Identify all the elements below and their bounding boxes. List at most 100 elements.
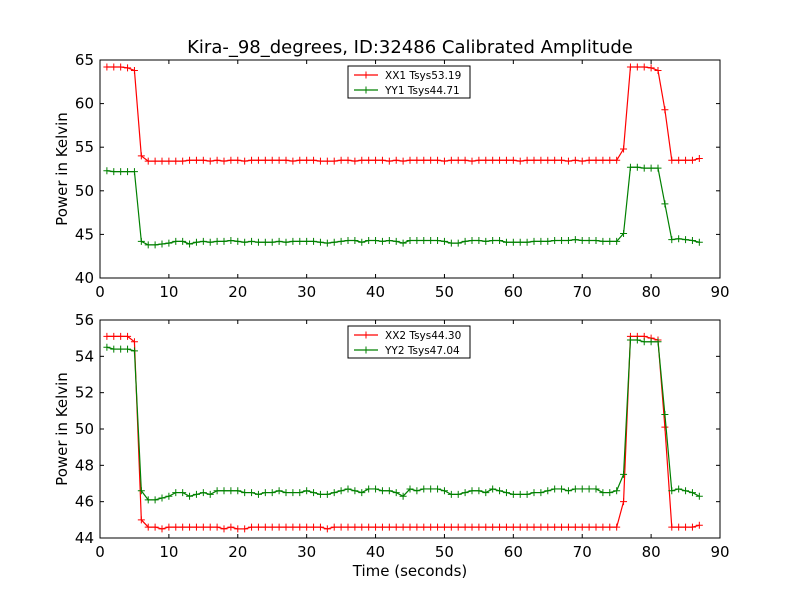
data-point (372, 156, 380, 164)
legend-item: YY1 Tsys44.71 (354, 85, 460, 97)
legend-marker (362, 86, 370, 94)
data-point (606, 523, 614, 531)
data-point (420, 237, 428, 245)
data-point (248, 523, 256, 531)
data-point (682, 523, 690, 531)
data-point (661, 423, 669, 431)
x-tick-label: 90 (710, 543, 729, 561)
data-point (675, 156, 683, 164)
legend-item: XX2 Tsys44.30 (354, 330, 461, 342)
data-point (475, 487, 483, 495)
data-point (661, 106, 669, 114)
data-point (578, 523, 586, 531)
data-point (158, 494, 166, 502)
data-point (282, 238, 290, 246)
data-point (592, 237, 600, 245)
data-point (516, 157, 524, 165)
data-point (537, 489, 545, 497)
data-point (592, 523, 600, 531)
data-point (454, 490, 462, 498)
data-point (440, 487, 448, 495)
data-point (523, 238, 531, 246)
legend-box (347, 325, 471, 359)
data-point (282, 156, 290, 164)
x-tick-label: 50 (435, 283, 454, 301)
x-tick-label: 30 (297, 283, 316, 301)
data-point (241, 157, 249, 165)
data-point (365, 156, 373, 164)
data-point (275, 523, 283, 531)
data-point (447, 156, 455, 164)
data-point (179, 237, 187, 245)
data-point (633, 63, 641, 71)
data-point (599, 489, 607, 497)
data-point (241, 525, 249, 533)
data-point (544, 523, 552, 531)
data-point (496, 156, 504, 164)
data-point (585, 523, 593, 531)
data-point (440, 237, 448, 245)
data-point (434, 237, 442, 245)
data-point (296, 156, 304, 164)
data-point (399, 523, 407, 531)
data-point (661, 200, 669, 208)
data-point (241, 238, 249, 246)
data-point (516, 490, 524, 498)
data-point (117, 345, 125, 353)
data-point (213, 237, 221, 245)
data-point (268, 156, 276, 164)
x-tick-label: 30 (297, 543, 316, 561)
data-point (268, 489, 276, 497)
data-point (330, 238, 338, 246)
y-tick-label: 46 (75, 493, 94, 511)
data-point (599, 237, 607, 245)
data-point (558, 523, 566, 531)
data-point (392, 489, 400, 497)
data-point (668, 487, 676, 495)
data-point (151, 523, 159, 531)
data-point (585, 156, 593, 164)
data-point (413, 523, 421, 531)
data-point (227, 156, 235, 164)
data-point (172, 157, 180, 165)
y-tick-label: 52 (75, 384, 94, 402)
data-point (199, 237, 207, 245)
data-point (530, 489, 538, 497)
data-point (234, 487, 242, 495)
data-point (372, 485, 380, 493)
data-point (620, 498, 628, 506)
data-point (571, 156, 579, 164)
data-point (613, 523, 621, 531)
data-point (461, 237, 469, 245)
data-point (509, 238, 517, 246)
data-point (144, 241, 152, 249)
data-point (578, 485, 586, 493)
data-point (365, 237, 373, 245)
data-point (172, 237, 180, 245)
y-tick-label: 60 (75, 95, 94, 113)
y-tick-label: 50 (75, 182, 94, 200)
data-point (592, 485, 600, 493)
x-tick-label: 0 (95, 543, 105, 561)
data-point (399, 492, 407, 500)
data-point (613, 156, 621, 164)
data-point (551, 237, 559, 245)
legend-marker (362, 331, 370, 339)
y-tick-label: 56 (75, 311, 94, 329)
data-point (358, 156, 366, 164)
data-point (192, 238, 200, 246)
data-point (330, 523, 338, 531)
data-point (351, 237, 359, 245)
data-point (468, 487, 476, 495)
data-point (461, 489, 469, 497)
data-point (509, 490, 517, 498)
data-point (103, 167, 111, 175)
data-point (447, 239, 455, 247)
data-point (310, 237, 318, 245)
data-point (551, 485, 559, 493)
data-point (620, 470, 628, 478)
data-point (358, 489, 366, 497)
data-point (206, 490, 214, 498)
data-point (275, 156, 283, 164)
data-point (289, 489, 297, 497)
